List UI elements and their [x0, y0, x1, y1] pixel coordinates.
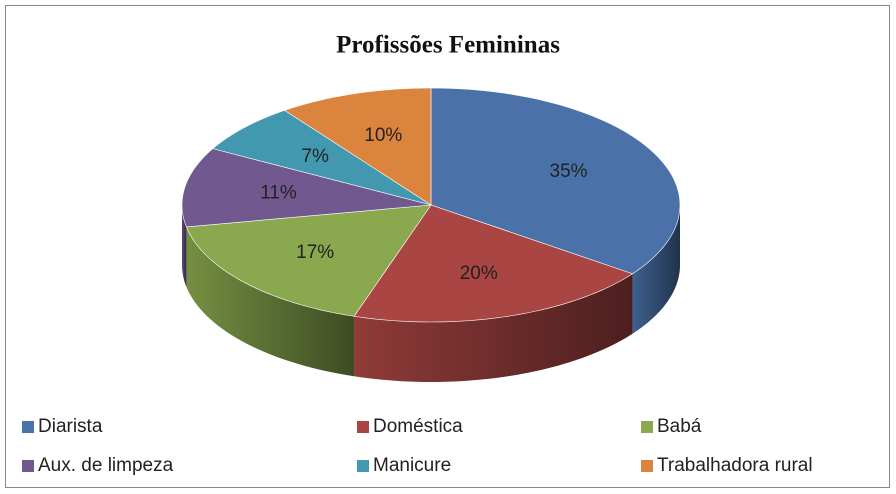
legend-label: Manicure: [373, 455, 451, 476]
data-label: 20%: [460, 263, 498, 284]
pie-slice: [212, 110, 432, 206]
data-labels: 35% 20% 17% 11%7% 10%: [260, 125, 587, 284]
pie-slice: [353, 204, 634, 323]
pie-wall: [632, 205, 680, 334]
legend-label: Trabalhadora rural: [657, 455, 813, 476]
pie-slice: [283, 87, 432, 206]
legend-swatch: [22, 460, 34, 472]
legend-label: Diarista: [38, 416, 103, 437]
data-label: 35%: [550, 161, 588, 182]
pie-slice: [430, 87, 681, 275]
pie-wall: [354, 273, 633, 382]
chart-title: Profissões Femininas: [336, 32, 560, 59]
pie-wall: [182, 205, 187, 287]
pie-wall: [186, 226, 355, 377]
legend: Diarista Doméstica Babá Aux. de limpeza Mani…: [22, 416, 813, 476]
legend-label: Aux. de limpeza: [38, 455, 174, 476]
legend-swatch: [641, 460, 653, 472]
legend-swatch: [357, 460, 369, 472]
pie-walls: [182, 205, 680, 382]
legend-swatch: [641, 421, 653, 433]
pie-slice: [181, 148, 432, 228]
pie-slice: [185, 204, 432, 317]
legend-label: Doméstica: [373, 416, 463, 437]
data-label: 7%: [301, 146, 329, 167]
data-label: 10%: [364, 125, 402, 146]
legend-label: Babá: [657, 416, 702, 437]
data-label: 17%: [296, 242, 334, 263]
pie-tops: [181, 87, 681, 323]
data-label: 11%: [260, 183, 297, 204]
legend-swatch: [22, 421, 34, 433]
legend-swatch: [357, 421, 369, 433]
